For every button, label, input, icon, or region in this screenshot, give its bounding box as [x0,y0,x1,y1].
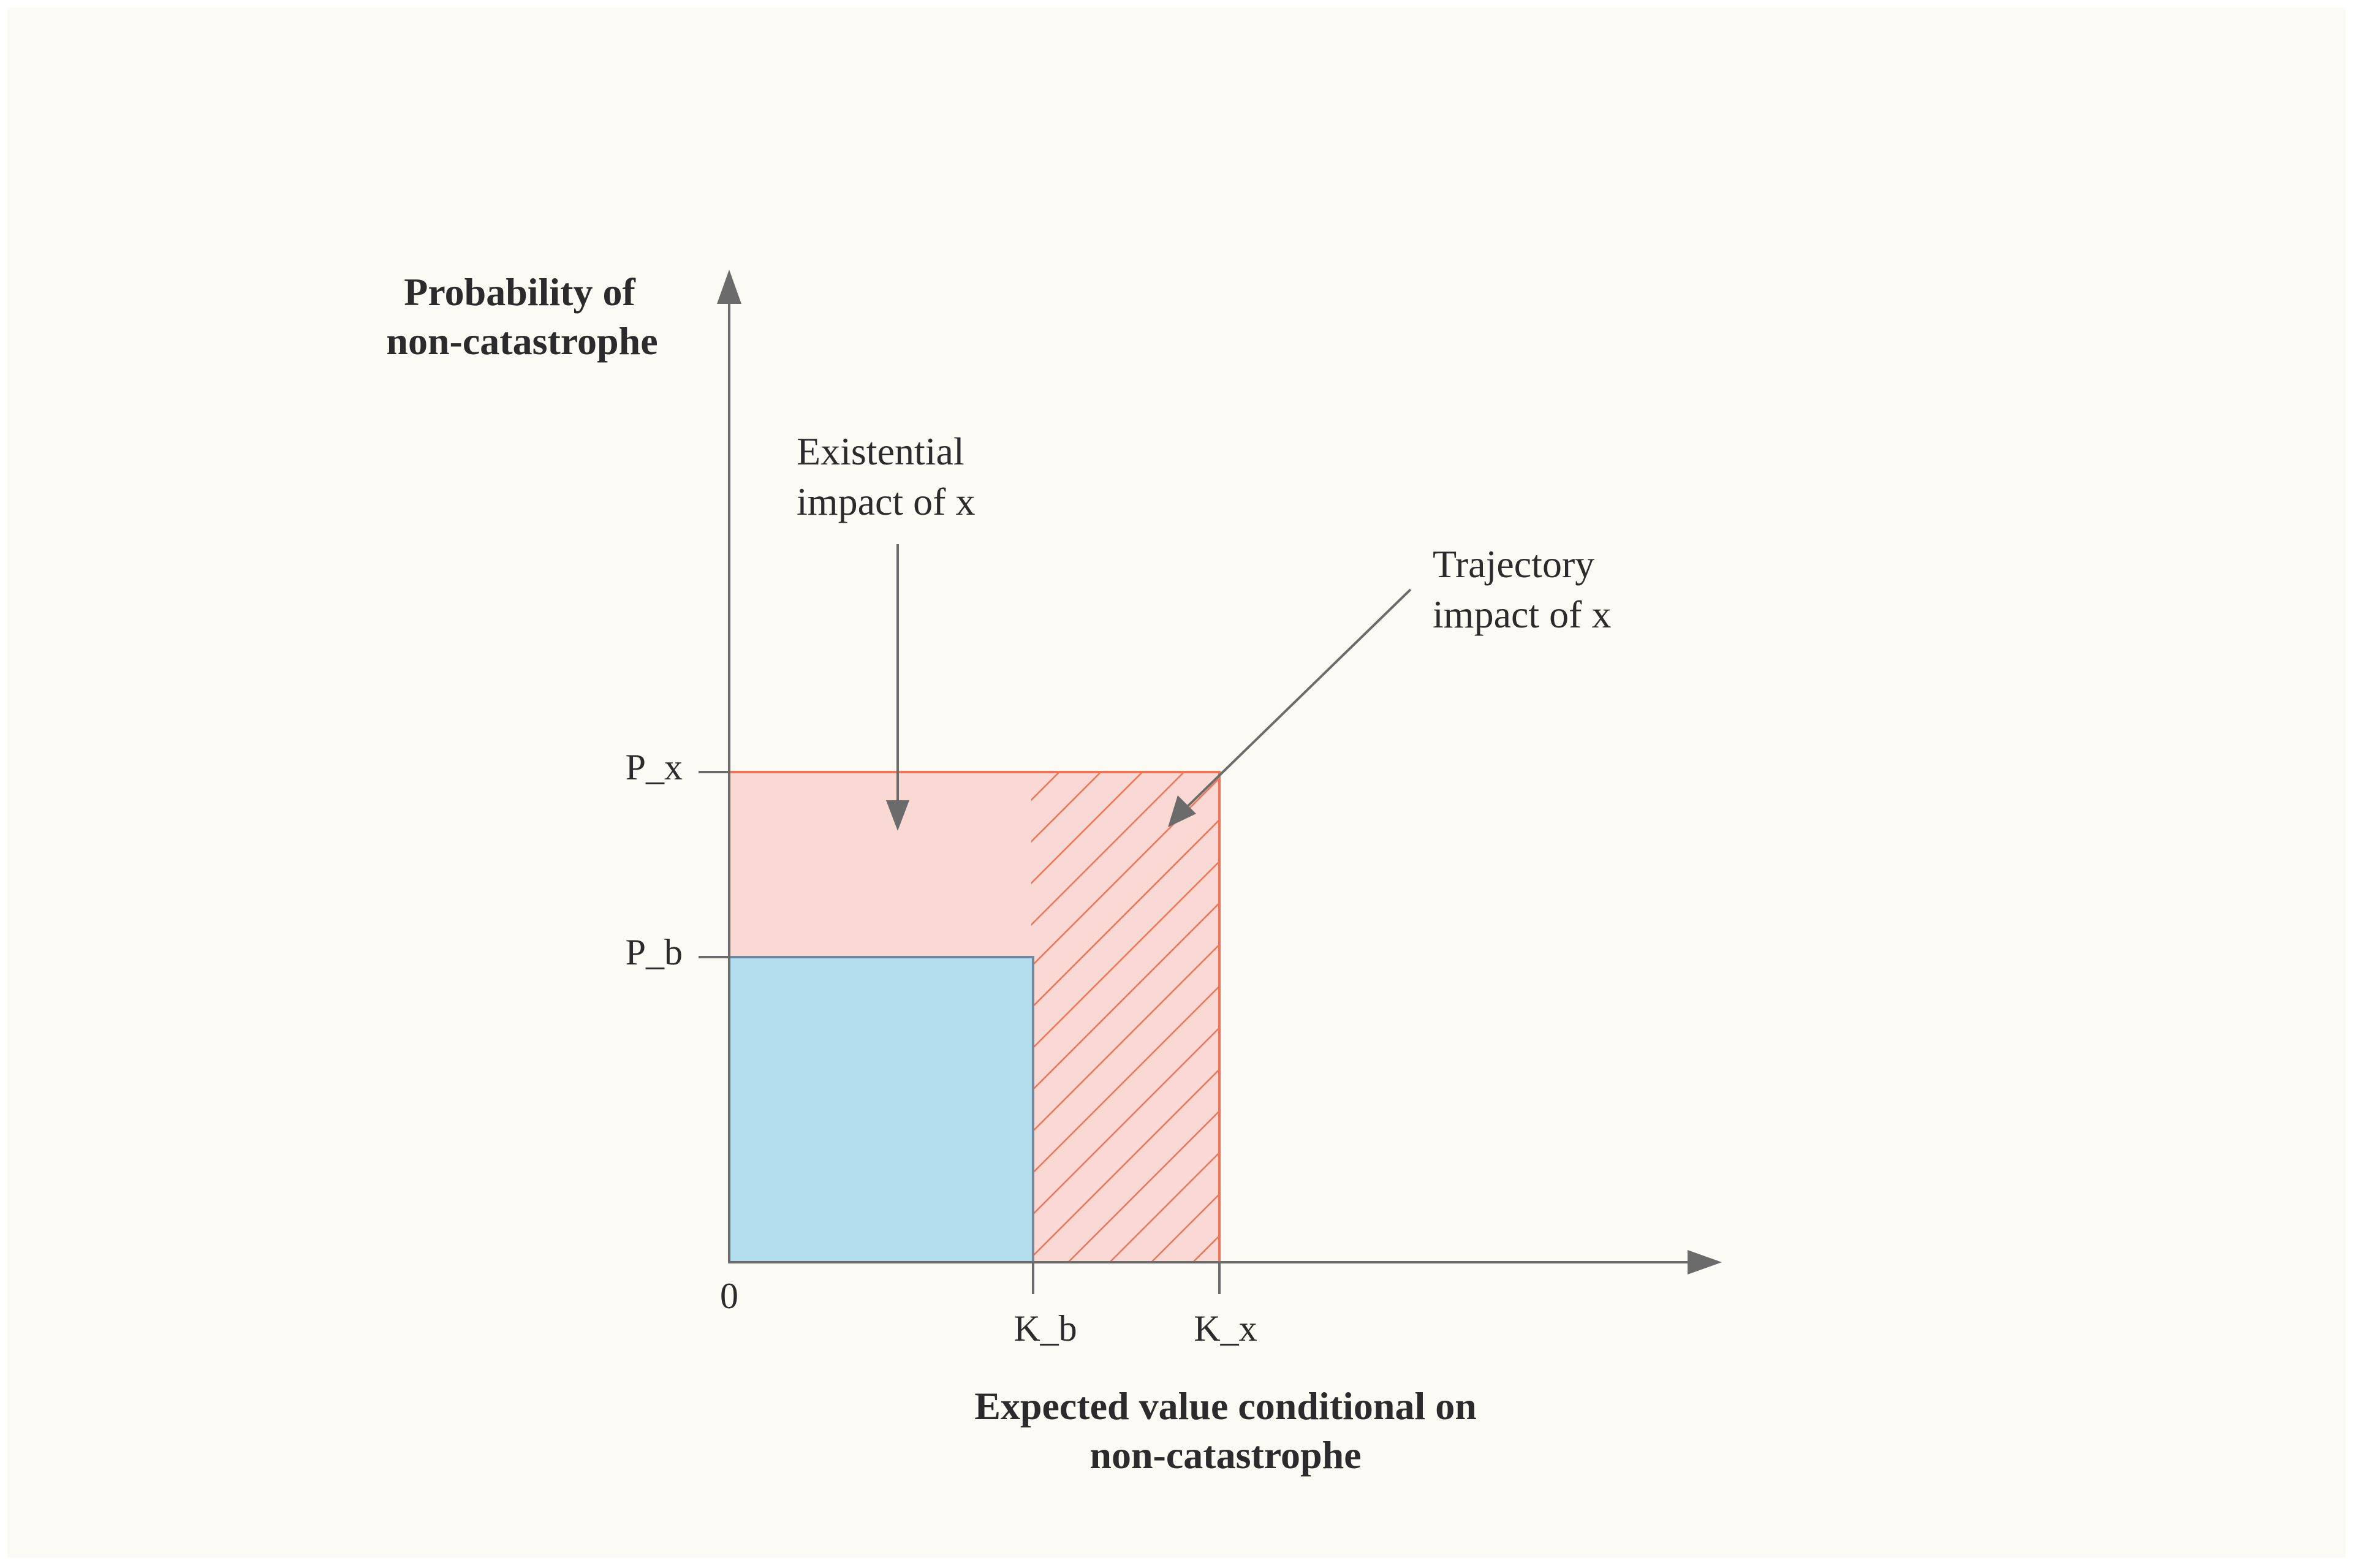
y-axis-arrowhead [717,270,741,304]
trajectory-label-line1: Trajectory [1433,542,1594,586]
trajectory-pointer-arrowhead [1168,795,1196,827]
tick-p-x-label: P_x [626,747,683,787]
existential-pointer-arrowhead [886,800,909,831]
x-axis-title-line1: Expected value conditional on [974,1384,1477,1428]
tick-p-b-label: P_b [626,932,683,972]
x-axis-title-line2: non-catastrophe [1089,1433,1361,1477]
origin-label: 0 [720,1276,738,1316]
x-axis-arrowhead [1688,1250,1722,1274]
existential-label-line1: Existential [797,430,964,473]
trajectory-hatch-region [1031,772,1219,1262]
baseline-region [728,956,1034,1263]
y-axis-title-line2: non-catastrophe [386,319,657,363]
y-axis-title-line1: Probability of [404,270,635,314]
tick-k-x-label: K_x [1194,1308,1257,1349]
tick-k-b-label: K_b [1014,1308,1077,1349]
trajectory-label-line2: impact of x [1433,593,1611,636]
existential-label-line2: impact of x [797,480,975,523]
trajectory-pointer-line [1185,588,1412,809]
